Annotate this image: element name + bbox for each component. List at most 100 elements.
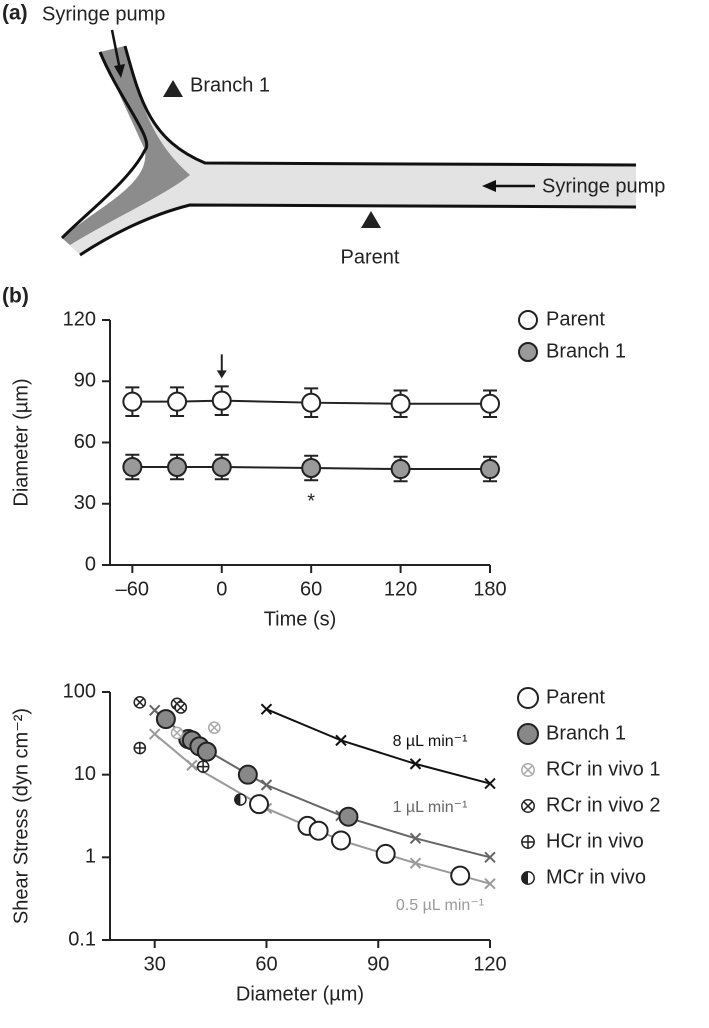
point — [211, 390, 232, 411]
x-tick-label: 30 — [144, 953, 166, 975]
point — [301, 458, 322, 479]
point — [338, 806, 359, 827]
y-axis-title: Diameter (µm) — [10, 378, 32, 506]
point-circle — [330, 830, 351, 851]
point — [167, 457, 188, 477]
y-tick-label: 0.1 — [68, 928, 96, 950]
point-circle — [338, 806, 359, 827]
point — [196, 760, 210, 773]
legend-label: MCr in vivo — [546, 866, 646, 888]
legend-label: HCr in vivo — [546, 830, 644, 852]
point-cross — [523, 801, 533, 811]
fit-point — [484, 851, 496, 864]
y-tick-label: 90 — [74, 370, 96, 392]
point — [207, 721, 221, 735]
legend-marker — [521, 871, 535, 885]
y-tick-label: 10 — [74, 763, 96, 785]
arrow-head — [482, 180, 496, 192]
point — [234, 793, 247, 806]
fit-label: 1 µL min⁻¹ — [393, 799, 468, 816]
fit-point — [409, 758, 422, 770]
branch-dye — [62, 46, 190, 245]
diagram-label: Parent — [341, 246, 400, 268]
arrow — [110, 29, 122, 71]
legend-label: Parent — [546, 308, 605, 330]
legend-marker — [517, 687, 539, 709]
point-circle — [155, 709, 176, 730]
fit-point — [484, 777, 496, 790]
x-tick-label: 120 — [384, 578, 417, 600]
diagram-label: Syringe pump — [542, 175, 665, 197]
x-tick-label: 180 — [473, 578, 506, 600]
point-circle — [249, 794, 270, 815]
point — [308, 820, 329, 841]
fit-line — [266, 708, 491, 785]
fit-point — [260, 779, 273, 791]
legend-marker — [521, 799, 535, 813]
point-circle — [517, 687, 539, 709]
point-cross — [209, 723, 219, 733]
point — [196, 741, 217, 762]
point — [167, 391, 188, 412]
point-circle — [375, 843, 396, 864]
legend-marker — [518, 342, 538, 362]
legend-marker — [517, 723, 539, 745]
y-tick-label: 30 — [74, 492, 96, 514]
y-tick-label: 0 — [85, 553, 96, 575]
point-cross — [135, 697, 145, 707]
fit-point — [335, 734, 347, 747]
legend-marker — [521, 835, 535, 849]
point — [480, 459, 500, 480]
point — [390, 393, 411, 414]
x-axis-title: Time (s) — [264, 608, 337, 630]
x-tick-label: 0 — [216, 578, 227, 600]
point-half — [521, 871, 528, 885]
point-circle — [450, 865, 471, 886]
point-half — [234, 793, 241, 806]
arrow-head — [114, 64, 125, 78]
point — [174, 701, 188, 714]
vessel-diagram — [60, 29, 637, 257]
point-cross — [176, 703, 186, 712]
x-tick-label: 120 — [473, 953, 506, 975]
y-tick-label: 1 — [85, 846, 96, 868]
point — [375, 843, 396, 864]
vessel-wall — [79, 203, 637, 257]
legend-label: RCr in vivo 1 — [546, 758, 660, 780]
annotation: * — [307, 491, 315, 513]
point — [155, 709, 176, 730]
x-tick-label: 60 — [255, 953, 277, 975]
point — [122, 457, 143, 477]
point-cross — [523, 765, 533, 775]
x-tick-label: 90 — [367, 953, 389, 975]
vessel-wall — [123, 45, 637, 167]
point — [480, 393, 500, 414]
fit-point — [484, 877, 496, 890]
point — [390, 459, 411, 480]
point — [211, 457, 232, 477]
point — [249, 794, 270, 815]
y-tick-label: 120 — [63, 308, 96, 330]
legend-label: Branch 1 — [546, 340, 626, 362]
point-cross — [172, 728, 182, 738]
point-cross — [134, 742, 146, 754]
point-circle — [196, 741, 217, 762]
legend-marker — [518, 310, 538, 330]
vessel-wall — [60, 51, 149, 240]
point-circle — [308, 820, 329, 841]
fit-label: 8 µL min⁻¹ — [393, 733, 468, 750]
diagram-label: Syringe pump — [42, 3, 165, 25]
fit-point — [409, 857, 422, 869]
x-tick-label: 60 — [300, 578, 322, 600]
point — [237, 764, 258, 785]
x-axis-title: Diameter (µm) — [236, 983, 364, 1005]
y-tick-label: 60 — [74, 431, 96, 453]
y-tick-label: 100 — [63, 680, 96, 702]
point-circle — [517, 723, 539, 745]
arrow-head — [216, 370, 227, 379]
point-circle — [237, 764, 258, 785]
panel-label: (b) — [2, 285, 29, 308]
x-tick-label: –60 — [116, 578, 149, 600]
